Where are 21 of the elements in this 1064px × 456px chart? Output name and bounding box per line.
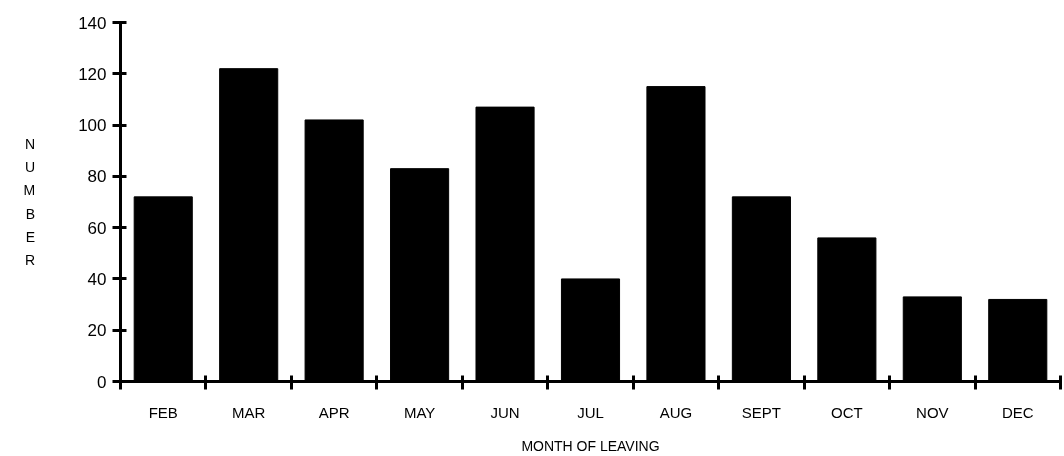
x-tick-label: MAY bbox=[403, 403, 436, 421]
y-tick-label: 20 bbox=[87, 321, 107, 341]
y-axis-title: NUMBER bbox=[23, 136, 36, 268]
x-tick-label: OCT bbox=[831, 403, 863, 421]
x-axis-title: MONTH OF LEAVING bbox=[521, 437, 660, 454]
y-tick-label: 100 bbox=[78, 116, 107, 136]
x-tick-label: SEPT bbox=[741, 403, 782, 421]
x-tick-label: DEC bbox=[1001, 403, 1034, 421]
x-tick-label: JUN bbox=[490, 403, 520, 421]
x-tick-label: AUG bbox=[659, 403, 693, 421]
x-tick-label: FEB bbox=[148, 403, 178, 421]
x-tick-label: JUL bbox=[577, 403, 604, 421]
x-tick-label: NOV bbox=[916, 403, 949, 421]
y-tick-label: 120 bbox=[78, 64, 107, 84]
x-tick-label: APR bbox=[318, 403, 350, 421]
y-tick-label: 0 bbox=[97, 372, 107, 392]
y-tick-label: 140 bbox=[78, 13, 107, 33]
y-tick-label: 80 bbox=[87, 167, 107, 187]
x-tick-label: MAR bbox=[232, 403, 266, 421]
y-tick-label: 60 bbox=[87, 218, 107, 238]
y-tick-label: 40 bbox=[87, 269, 107, 289]
